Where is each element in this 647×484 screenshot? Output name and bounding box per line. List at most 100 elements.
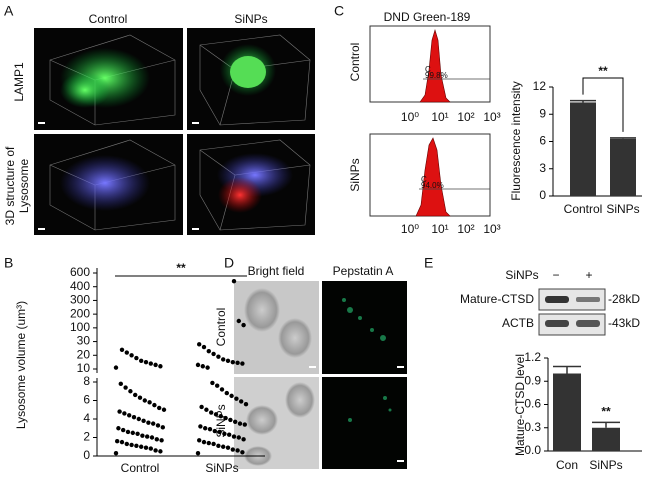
data-point <box>206 348 211 354</box>
data-point <box>157 405 162 411</box>
row-label: SiNPs <box>348 158 362 191</box>
micrographs-d <box>234 281 407 469</box>
data-point <box>223 415 228 421</box>
data-point <box>241 437 246 442</box>
data-point <box>219 387 225 392</box>
gate-label: C <box>421 175 427 184</box>
data-point <box>227 432 232 437</box>
data-point <box>234 396 239 401</box>
panel-letter: B <box>4 255 13 271</box>
data-point <box>147 400 152 405</box>
data-point <box>127 413 132 418</box>
y-axis-label: Lysosome volume (um³) <box>14 301 28 429</box>
y-tick-label: 1.2 <box>524 350 541 364</box>
bar <box>570 102 596 196</box>
gate-percent: 99.8% <box>425 71 448 80</box>
data-point <box>160 425 165 430</box>
data-point <box>158 364 163 369</box>
data-point <box>201 439 207 445</box>
data-point <box>224 390 229 396</box>
data-point <box>231 434 237 439</box>
data-point <box>151 421 156 426</box>
x-tick-label: 10⁰ <box>401 222 419 236</box>
data-point <box>113 451 119 456</box>
row-label: Control <box>348 43 362 82</box>
data-point <box>123 385 128 390</box>
row-label: LAMP1 <box>12 62 26 102</box>
significance: ** <box>176 261 186 275</box>
data-point <box>140 433 145 438</box>
data-point <box>143 359 149 365</box>
x-tick-label: 10² <box>457 222 474 236</box>
column-label: Control <box>89 12 128 26</box>
x-tick-label: 10² <box>457 110 474 124</box>
y-tick-label: 0.9 <box>524 373 541 387</box>
x-tick-label: Control <box>121 461 160 475</box>
data-point <box>130 430 135 436</box>
data-point <box>209 410 214 415</box>
y-tick-label: 0.0 <box>524 443 541 457</box>
data-point <box>221 444 226 449</box>
y-tick-label: 10 <box>77 361 91 375</box>
data-point <box>197 438 202 443</box>
blot-image <box>538 288 606 336</box>
blot-treatment: SiNPs <box>505 268 538 282</box>
data-point <box>230 359 235 365</box>
data-point <box>129 442 134 448</box>
x-tick-label: 10¹ <box>431 222 448 236</box>
data-point <box>143 445 149 450</box>
data-point <box>161 407 167 412</box>
x-tick-label: 10³ <box>483 222 500 236</box>
bar <box>610 138 636 196</box>
y-tick-label: 2 <box>83 430 90 444</box>
data-point <box>135 431 140 436</box>
y-tick-label: 200 <box>70 306 90 320</box>
data-point <box>210 380 215 386</box>
data-point <box>235 448 240 453</box>
data-point <box>204 407 209 412</box>
y-tick-label: 6 <box>539 134 546 148</box>
micrographs-a <box>34 28 315 235</box>
data-point <box>133 392 138 398</box>
band-label: ACTB <box>502 316 534 330</box>
data-point <box>228 417 233 423</box>
data-point <box>222 431 227 436</box>
panel-title: DND Green-189 <box>384 10 471 24</box>
data-point <box>233 419 238 424</box>
data-point <box>152 402 157 408</box>
data-point <box>215 383 220 388</box>
column-label: Bright field <box>248 264 305 278</box>
data-point <box>195 362 201 368</box>
data-point <box>195 451 201 456</box>
row-label: SiNPs <box>214 404 228 437</box>
data-point <box>131 414 137 420</box>
y-tick-label: 600 <box>70 265 90 279</box>
data-point <box>119 439 125 445</box>
data-point <box>216 443 221 449</box>
data-point <box>153 448 158 453</box>
x-tick-label: Con <box>556 458 578 472</box>
data-point <box>113 365 119 370</box>
panel-letter: D <box>224 255 234 271</box>
data-point <box>200 364 205 369</box>
significance-bracket <box>582 77 624 132</box>
significance: ** <box>598 64 608 78</box>
data-point <box>198 424 203 429</box>
data-point <box>225 358 231 363</box>
data-point <box>237 421 243 426</box>
data-point <box>116 426 121 431</box>
bar <box>553 373 581 451</box>
bar <box>592 427 620 451</box>
data-point <box>141 418 146 424</box>
row-label: Lysosome <box>17 159 31 214</box>
y-tick-label: 100 <box>70 320 90 334</box>
data-point <box>211 351 216 357</box>
y-tick-label: 3 <box>539 161 546 175</box>
data-point <box>145 434 150 439</box>
data-point <box>203 426 208 431</box>
data-point <box>206 440 211 446</box>
x-tick-label: Control <box>564 202 603 216</box>
data-point <box>225 445 231 450</box>
